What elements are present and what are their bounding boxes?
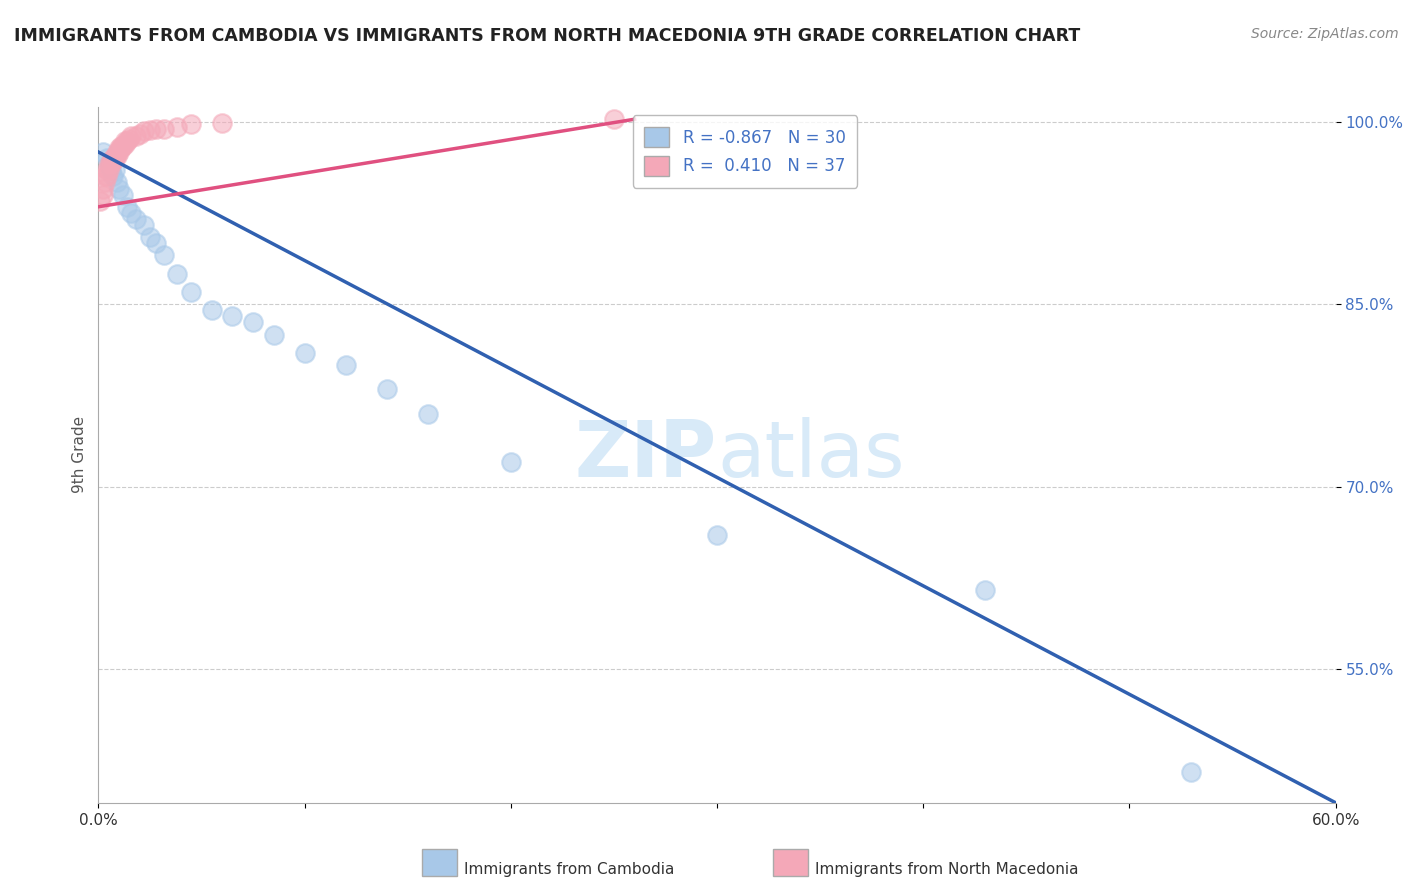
Point <box>120 129 142 144</box>
Point <box>242 315 264 329</box>
Point <box>375 382 398 396</box>
Point <box>108 141 131 155</box>
Point <box>418 407 440 421</box>
Point <box>114 136 136 151</box>
Point <box>101 151 124 165</box>
Text: ZIP: ZIP <box>575 417 717 493</box>
Point <box>100 163 122 178</box>
Text: Immigrants from Cambodia: Immigrants from Cambodia <box>464 863 675 877</box>
Point <box>132 218 155 232</box>
Point <box>145 122 167 136</box>
Point <box>104 151 127 165</box>
Point <box>112 139 135 153</box>
Point <box>105 145 128 159</box>
Point <box>153 122 176 136</box>
Point <box>603 112 626 127</box>
Point <box>166 120 188 134</box>
Point <box>105 149 128 163</box>
Point <box>110 139 132 153</box>
Point <box>112 187 135 202</box>
Point <box>108 181 131 195</box>
Point <box>96 163 118 178</box>
Point <box>91 181 114 195</box>
Point <box>706 528 728 542</box>
Point <box>118 131 141 145</box>
Point <box>974 582 997 597</box>
Point <box>132 124 155 138</box>
Text: atlas: atlas <box>717 417 904 493</box>
Point <box>101 153 124 168</box>
Point <box>124 211 146 226</box>
Point <box>104 163 127 178</box>
Text: Immigrants from North Macedonia: Immigrants from North Macedonia <box>815 863 1078 877</box>
Point <box>1180 765 1202 780</box>
Point <box>120 206 142 220</box>
Text: IMMIGRANTS FROM CAMBODIA VS IMMIGRANTS FROM NORTH MACEDONIA 9TH GRADE CORRELATIO: IMMIGRANTS FROM CAMBODIA VS IMMIGRANTS F… <box>14 27 1080 45</box>
Point <box>128 127 150 141</box>
Point <box>93 169 115 184</box>
Point <box>180 285 202 299</box>
Point <box>97 163 120 178</box>
Point <box>100 157 122 171</box>
Point <box>108 145 131 159</box>
Point <box>145 236 167 251</box>
Legend: R = -0.867   N = 30, R =  0.410   N = 37: R = -0.867 N = 30, R = 0.410 N = 37 <box>633 115 858 187</box>
Point <box>114 134 136 148</box>
Point <box>294 345 316 359</box>
Point <box>110 141 132 155</box>
Point <box>91 187 114 202</box>
Point <box>221 310 243 324</box>
Point <box>104 149 127 163</box>
Point <box>96 151 118 165</box>
Point <box>335 358 357 372</box>
Point <box>139 123 162 137</box>
Point <box>97 157 120 171</box>
Point <box>211 116 233 130</box>
Point <box>97 157 120 171</box>
Point <box>93 176 115 190</box>
Point <box>263 327 285 342</box>
Point <box>96 169 118 184</box>
Y-axis label: 9th Grade: 9th Grade <box>72 417 87 493</box>
Point <box>139 230 162 244</box>
Point <box>101 169 124 184</box>
Point <box>180 117 202 131</box>
Point <box>124 129 146 144</box>
Point <box>166 267 188 281</box>
Point <box>89 194 111 208</box>
Point <box>201 303 224 318</box>
Text: Source: ZipAtlas.com: Source: ZipAtlas.com <box>1251 27 1399 41</box>
Point <box>100 153 122 168</box>
Point <box>117 200 139 214</box>
Point <box>117 134 139 148</box>
Point <box>153 248 176 262</box>
Point <box>105 176 128 190</box>
Point <box>499 455 522 469</box>
Point <box>91 145 114 159</box>
